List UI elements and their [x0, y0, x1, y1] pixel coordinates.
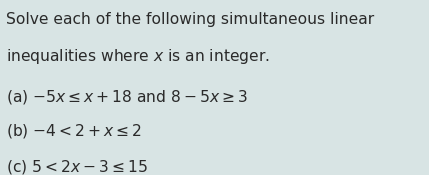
Text: (a) $-5x \leq x + 18$ and $8 - 5x \geq 3$: (a) $-5x \leq x + 18$ and $8 - 5x \geq 3… [6, 88, 248, 106]
Text: (b) $-4 < 2 + x \leq 2$: (b) $-4 < 2 + x \leq 2$ [6, 122, 142, 141]
Text: inequalities where $x$ is an integer.: inequalities where $x$ is an integer. [6, 47, 270, 66]
Text: Solve each of the following simultaneous linear: Solve each of the following simultaneous… [6, 12, 375, 27]
Text: (c) $5 < 2x - 3 \leq 15$: (c) $5 < 2x - 3 \leq 15$ [6, 158, 148, 175]
